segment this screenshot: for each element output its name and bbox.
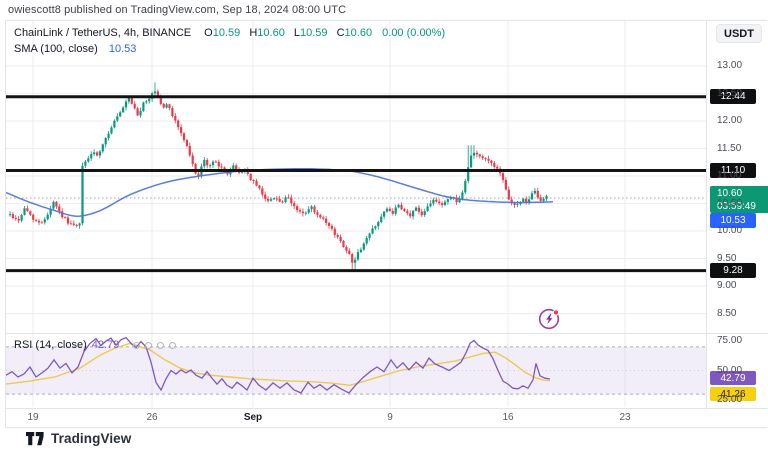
- sma-value: 10.53: [108, 43, 137, 55]
- symbol-title[interactable]: ChainLink / TetherUS, 4h, BINANCE: [14, 27, 192, 39]
- boost-circle-icon: [538, 308, 560, 330]
- time-axis-label: 9: [387, 412, 393, 423]
- indicator-action-dot[interactable]: [169, 341, 177, 349]
- axis-label: 50.00: [717, 364, 743, 376]
- axis-label: 9.00: [717, 280, 737, 291]
- currency-toggle-button[interactable]: USDT: [716, 24, 762, 43]
- time-axis-label: 16: [502, 412, 514, 423]
- axis-label: 11.00: [717, 170, 742, 181]
- ohlc-high-label: H: [249, 27, 258, 39]
- axis-label: 11.50: [717, 142, 742, 154]
- axis-label: 10.00: [717, 225, 743, 236]
- attribution-text: owiescott8 published on TradingView.com,…: [8, 4, 347, 16]
- ohlc-high-value: 10.60: [257, 27, 285, 39]
- time-axis-label: 19: [27, 412, 39, 423]
- indicator-action-dot[interactable]: [157, 341, 165, 349]
- time-axis-label: Sep: [243, 412, 263, 423]
- lightning-boost-button[interactable]: [536, 306, 562, 332]
- axis-label: 9.50: [717, 252, 737, 264]
- sma-legend-row[interactable]: SMA (100, close) 10.53: [14, 43, 136, 55]
- rsi-ma-value-badge: 41.26: [710, 387, 756, 401]
- axis-label: 8.50: [717, 307, 737, 319]
- axis-label: 12.00: [717, 115, 743, 126]
- indicator-action-dot[interactable]: [133, 341, 141, 349]
- sma-label: SMA (100, close): [14, 43, 98, 55]
- brand-text: TradingView: [51, 431, 132, 446]
- indicator-action-dot[interactable]: [145, 341, 153, 349]
- tradingview-mark-icon: [26, 431, 44, 445]
- ohlc-open-label: O: [204, 27, 213, 39]
- bar-countdown: 03:59:49: [717, 201, 756, 212]
- axis-label: 13.00: [717, 60, 743, 71]
- ohlc-close-value: 10.60: [344, 27, 373, 39]
- sma-price-badge: 10.53: [710, 213, 756, 228]
- time-axis-label: 26: [146, 412, 158, 423]
- price-level-badge: 9.28: [710, 263, 756, 279]
- axis-label: 10.50: [717, 197, 743, 209]
- ohlc-low-value: 10.59: [300, 27, 328, 39]
- rsi-params: (14, close): [35, 339, 87, 351]
- lightning-icon: [546, 313, 553, 325]
- last-price-value: 10.60: [717, 188, 743, 199]
- symbol-legend-row[interactable]: ChainLink / TetherUS, 4h, BINANCE O10.59…: [14, 27, 445, 39]
- rsi-value: 42.79: [91, 339, 120, 351]
- ohlc-low-label: L: [293, 27, 300, 39]
- ohlc-change-value: 0.00 (0.00%): [382, 27, 446, 39]
- ohlc-open-value: 10.59: [212, 27, 241, 39]
- price-level-badge: 12.44: [710, 89, 756, 105]
- price-level-badge: 11.10: [710, 163, 756, 178]
- rsi-legend-row[interactable]: RSI (14, close) 42.79: [14, 339, 181, 351]
- indicator-action-buttons[interactable]: [133, 341, 181, 349]
- time-axis-label: 23: [619, 412, 631, 423]
- axis-label: 75.00: [717, 335, 743, 346]
- axis-label: 25.00: [717, 394, 743, 405]
- rsi-value-badge: 42.79: [710, 371, 756, 385]
- ohlc-close-label: C: [336, 27, 345, 39]
- axis-label: 12.50: [717, 87, 743, 99]
- rsi-label: RSI: [14, 339, 33, 351]
- tradingview-logo[interactable]: TradingView: [26, 431, 131, 446]
- notification-dot: [552, 309, 560, 316]
- last-price-badge: 10.60 03:59:49: [710, 186, 768, 213]
